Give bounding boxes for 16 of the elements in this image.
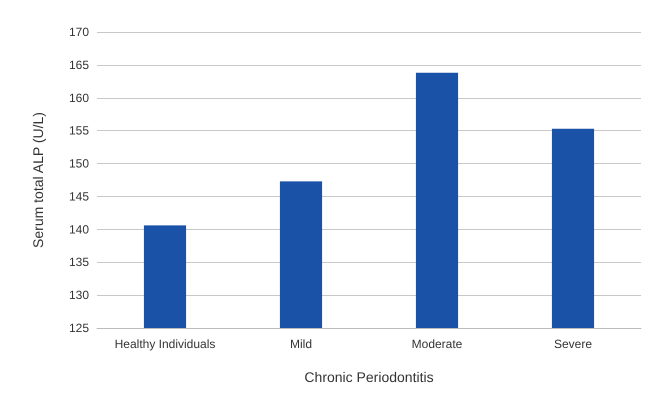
y-tick-label: 145 (68, 189, 90, 204)
x-axis-title: Chronic Periodontitis (304, 369, 434, 385)
y-tick-label: 155 (68, 124, 90, 138)
y-tick-label: 125 (68, 321, 90, 335)
x-tick-label: Healthy Individuals (114, 337, 216, 351)
y-tick-label: 130 (68, 288, 90, 302)
y-tick-label: 160 (68, 90, 90, 105)
y-tick-label: 140 (68, 222, 90, 236)
y-tick-label: 135 (68, 255, 90, 270)
x-tick-label: Severe (554, 337, 592, 351)
y-tick-label: 150 (68, 156, 90, 171)
x-tick-label: Mild (290, 337, 312, 351)
y-axis-title: Serum total ALP (U/L) (30, 112, 46, 248)
y-tick-label: 170 (68, 25, 90, 39)
y-tick-label: 165 (68, 58, 90, 72)
x-tick-label: Moderate (412, 337, 463, 351)
